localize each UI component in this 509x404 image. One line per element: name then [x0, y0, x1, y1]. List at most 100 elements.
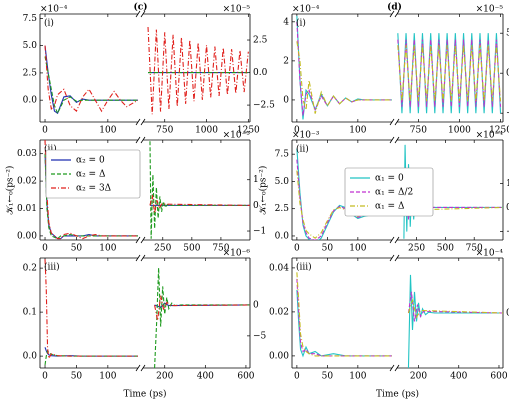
column-title: (c) [134, 2, 148, 13]
y-tick-label: 5 [506, 29, 509, 39]
x-tick-label: 750 [410, 126, 427, 136]
y-tick-label: 5.0 [275, 177, 290, 187]
series-line [407, 274, 503, 368]
series-line [296, 272, 392, 357]
axis-break [394, 364, 400, 372]
axis-exponent: ×10⁻⁴ [476, 249, 504, 259]
panel-label: (ii) [296, 144, 309, 155]
series-line [44, 153, 138, 240]
series-line [296, 148, 392, 240]
x-tick-label: 0 [42, 244, 48, 254]
axis-break [394, 254, 400, 262]
series-line [44, 349, 138, 365]
y-tick-label: 0.00 [269, 351, 289, 361]
panel-label: (iii) [44, 262, 60, 273]
axis-break [135, 364, 141, 372]
x-tick-label: 0 [294, 372, 300, 382]
x-tick-label: 500 [437, 244, 454, 254]
axis-exponent: ×10⁻⁶ [223, 249, 251, 259]
axis-break [394, 236, 400, 244]
x-tick-label: 1250 [237, 126, 260, 136]
y-tick-label: 0 [253, 201, 259, 211]
x-tick-label: 0 [294, 126, 300, 136]
axis-break [135, 254, 141, 262]
y-tick-label: 2.5 [275, 204, 290, 214]
legend-box [344, 167, 434, 217]
y-tick-label: −5 [253, 331, 267, 341]
x-axis-label: Time (ps) [376, 389, 419, 400]
y-tick-label: 0.04 [269, 263, 289, 273]
y-axis-label: 𝒦₁←₀(ps⁻²) [5, 166, 16, 215]
x-tick-label: 100 [349, 372, 366, 382]
y-tick-label: 0.02 [269, 307, 289, 317]
y-tick-label: 0 [283, 95, 289, 105]
series-line [296, 21, 392, 116]
x-tick-label: 1000 [195, 126, 218, 136]
x-tick-label: 250 [154, 244, 171, 254]
y-tick-label: 2 [283, 56, 289, 66]
series-line [296, 159, 392, 240]
axis-exponent: ×10⁻⁵ [223, 5, 251, 15]
y-tick-label: 7.5 [275, 150, 290, 160]
legend-box [45, 149, 141, 199]
column-title: (d) [387, 2, 402, 13]
axis-exponent: ×10⁻⁵ [476, 5, 504, 15]
x-tick-label: 50 [322, 372, 334, 382]
axis-exponent: ×10⁻⁴ [292, 5, 320, 15]
axis-break [389, 118, 395, 126]
axis-break [389, 254, 395, 262]
axis-break [140, 236, 146, 244]
axis-break [140, 136, 146, 144]
x-tick-label: 0 [42, 372, 48, 382]
y-tick-label: 2.5 [253, 36, 268, 46]
y-tick-label: 0.00 [17, 231, 37, 241]
series-line [296, 41, 392, 114]
x-tick-label: 50 [71, 372, 83, 382]
series-line [44, 45, 138, 115]
y-tick-label: 0 [506, 309, 509, 319]
x-tick-label: 50 [322, 244, 334, 254]
y-tick-label: −1 [506, 227, 509, 237]
y-tick-label: 1 [506, 179, 509, 189]
x-axis-label: Time (ps) [123, 389, 166, 400]
x-tick-label: 1250 [489, 126, 509, 136]
axis-break [140, 364, 146, 372]
x-tick-label: 250 [408, 244, 425, 254]
x-tick-label: 100 [349, 126, 366, 136]
y-tick-label: 0 [253, 300, 259, 310]
axis-break [389, 364, 395, 372]
series-line [149, 195, 250, 214]
x-tick-label: 600 [237, 372, 254, 382]
axis-break [389, 136, 395, 144]
axis-break [394, 136, 400, 144]
series-line [407, 298, 503, 319]
series-line [44, 56, 138, 115]
y-axis-label: 𝒦₁←₀(ps⁻²) [258, 166, 269, 215]
y-tick-label: 0.0 [275, 231, 290, 241]
series-line [154, 267, 250, 368]
y-tick-label: 0.2 [23, 264, 37, 274]
y-tick-label: 0.03 [17, 149, 37, 159]
series-line [407, 291, 503, 322]
x-tick-label: 50 [71, 244, 83, 254]
series-line [147, 26, 249, 115]
y-tick-label: 2.5 [23, 68, 38, 78]
axis-exponent: ×10⁻³ [223, 131, 251, 141]
panel-label: (ii) [44, 144, 57, 155]
axis-exponent: ×10⁻⁴ [40, 5, 68, 15]
y-tick-label: 0.01 [17, 204, 37, 214]
axis-exponent: ×10⁻³ [292, 131, 320, 141]
x-tick-label: 100 [99, 126, 116, 136]
axis-break [389, 236, 395, 244]
axis-break [140, 10, 146, 18]
series-line [149, 141, 250, 239]
axis-exponent: ×10⁻⁴ [476, 131, 504, 141]
axis-break [394, 118, 400, 126]
y-tick-label: 0 [506, 203, 509, 213]
y-tick-label: −5 [506, 109, 509, 119]
x-tick-label: 1000 [448, 126, 471, 136]
y-tick-label: 1 [253, 175, 259, 185]
axis-break [135, 236, 141, 244]
x-tick-label: 600 [490, 372, 507, 382]
